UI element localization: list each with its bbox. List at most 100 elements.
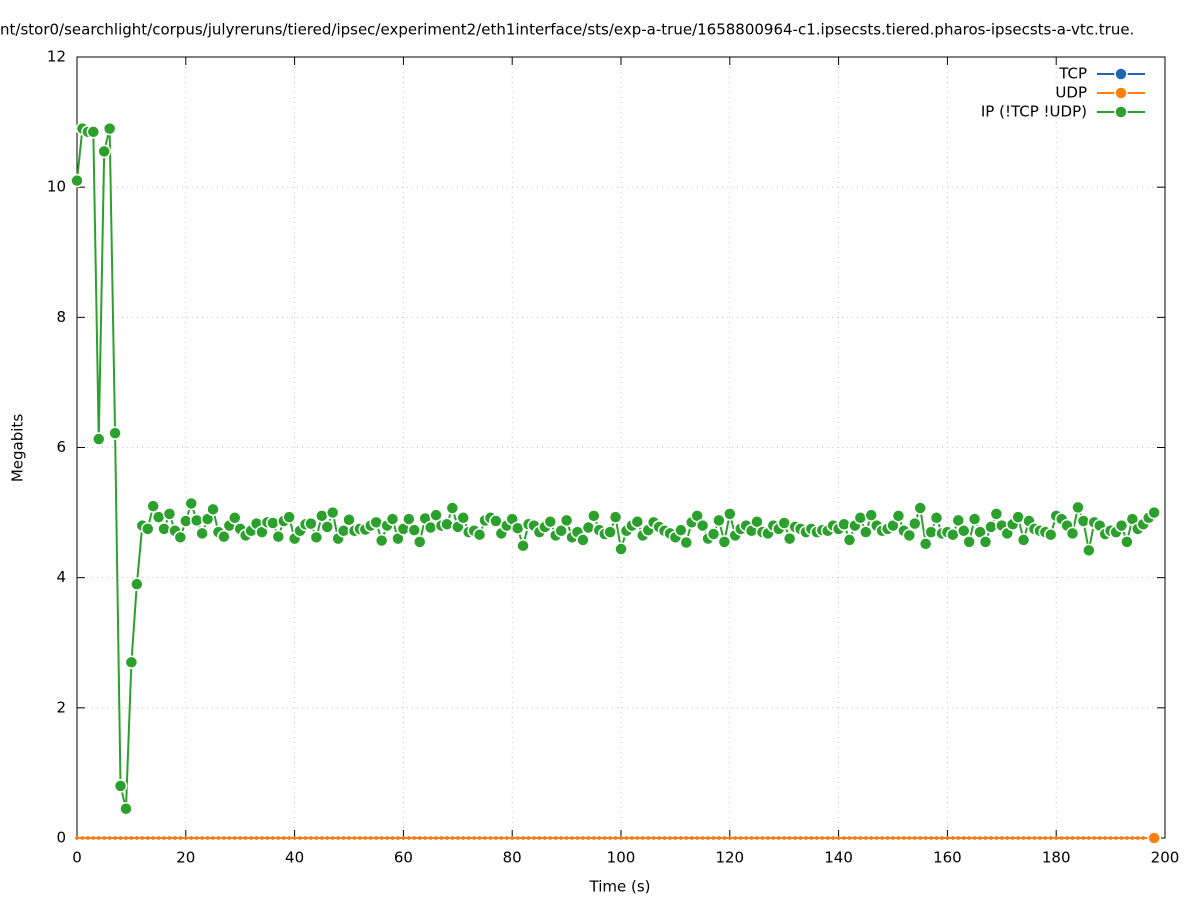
data-point	[662, 836, 667, 840]
data-point	[912, 836, 917, 840]
data-point	[744, 836, 748, 840]
data-point	[1070, 836, 1075, 840]
data-point	[989, 836, 993, 840]
data-point	[929, 511, 944, 525]
data-point	[1087, 836, 1091, 840]
data-point	[439, 836, 444, 840]
data-point	[967, 512, 982, 526]
data-point	[1071, 500, 1085, 515]
data-point	[401, 836, 406, 840]
data-point	[902, 836, 906, 840]
data-point	[940, 836, 944, 840]
data-point	[635, 836, 640, 840]
data-point	[831, 836, 835, 840]
data-point	[162, 836, 166, 840]
data-point	[880, 836, 884, 840]
data-point	[86, 125, 101, 139]
data-point	[304, 516, 318, 531]
data-point	[266, 516, 280, 530]
data-point	[342, 512, 356, 527]
data-point	[581, 520, 596, 535]
data-point	[782, 836, 786, 840]
data-point	[194, 836, 199, 840]
data-point	[983, 836, 988, 840]
data-point	[189, 513, 204, 528]
data-point	[407, 523, 422, 537]
data-point	[178, 836, 183, 840]
data-point	[853, 836, 857, 840]
data-point	[978, 836, 982, 840]
data-point	[738, 836, 743, 840]
data-point	[368, 836, 373, 840]
data-point	[412, 836, 417, 840]
data-point	[978, 535, 993, 549]
data-point	[124, 836, 128, 840]
data-point	[760, 836, 765, 840]
data-point	[918, 836, 922, 840]
data-point	[657, 836, 661, 840]
data-point	[379, 836, 384, 840]
data-point	[994, 836, 999, 840]
data-point	[118, 836, 123, 840]
y-axis-label: Megabits	[9, 414, 27, 482]
data-point	[809, 836, 814, 840]
data-point	[923, 836, 928, 840]
data-point	[592, 836, 596, 840]
data-point	[320, 836, 324, 840]
data-point	[1043, 836, 1048, 840]
data-point	[96, 836, 101, 840]
data-point	[385, 836, 389, 840]
data-point	[624, 836, 629, 840]
data-point	[227, 836, 232, 840]
data-point	[232, 836, 237, 840]
data-point	[700, 836, 705, 840]
data-point	[902, 528, 917, 543]
data-point	[80, 836, 85, 840]
data-point	[477, 836, 482, 840]
data-point	[173, 836, 177, 840]
data-point	[1147, 831, 1161, 845]
data-point	[206, 502, 220, 517]
data-point	[733, 836, 738, 840]
data-point	[1054, 836, 1058, 840]
data-point	[717, 836, 721, 840]
data-point	[951, 836, 955, 840]
data-point	[674, 523, 688, 537]
x-axis-label: Time (s)	[589, 878, 651, 896]
data-point	[91, 836, 96, 840]
data-point	[706, 527, 721, 541]
data-point	[864, 836, 868, 840]
data-point	[341, 836, 346, 840]
data-point	[1044, 527, 1058, 542]
data-point	[195, 526, 209, 541]
data-point	[282, 510, 296, 524]
data-point	[581, 836, 585, 840]
data-point	[260, 836, 264, 840]
data-point	[140, 836, 145, 840]
data-point	[1130, 836, 1135, 840]
data-point	[587, 509, 601, 523]
data-point	[1076, 514, 1091, 528]
legend-label: UDP	[1055, 84, 1087, 102]
data-point	[309, 530, 324, 545]
data-point	[243, 836, 248, 840]
x-tick-label: 200	[1151, 849, 1180, 867]
data-point	[102, 121, 117, 136]
data-point	[934, 836, 939, 840]
legend-marker	[1114, 86, 1128, 100]
data-point	[298, 836, 302, 840]
data-point	[515, 836, 520, 840]
data-point	[97, 144, 111, 159]
data-point	[679, 836, 683, 840]
data-point	[630, 836, 634, 840]
data-point	[1005, 836, 1010, 840]
data-point	[450, 836, 455, 840]
data-point	[984, 520, 998, 534]
data-point	[1081, 836, 1086, 840]
data-point	[570, 836, 574, 840]
x-tick-label: 180	[1042, 849, 1071, 867]
data-point	[428, 836, 433, 840]
data-point	[776, 836, 781, 840]
data-point	[510, 836, 514, 840]
data-point	[1010, 836, 1015, 840]
